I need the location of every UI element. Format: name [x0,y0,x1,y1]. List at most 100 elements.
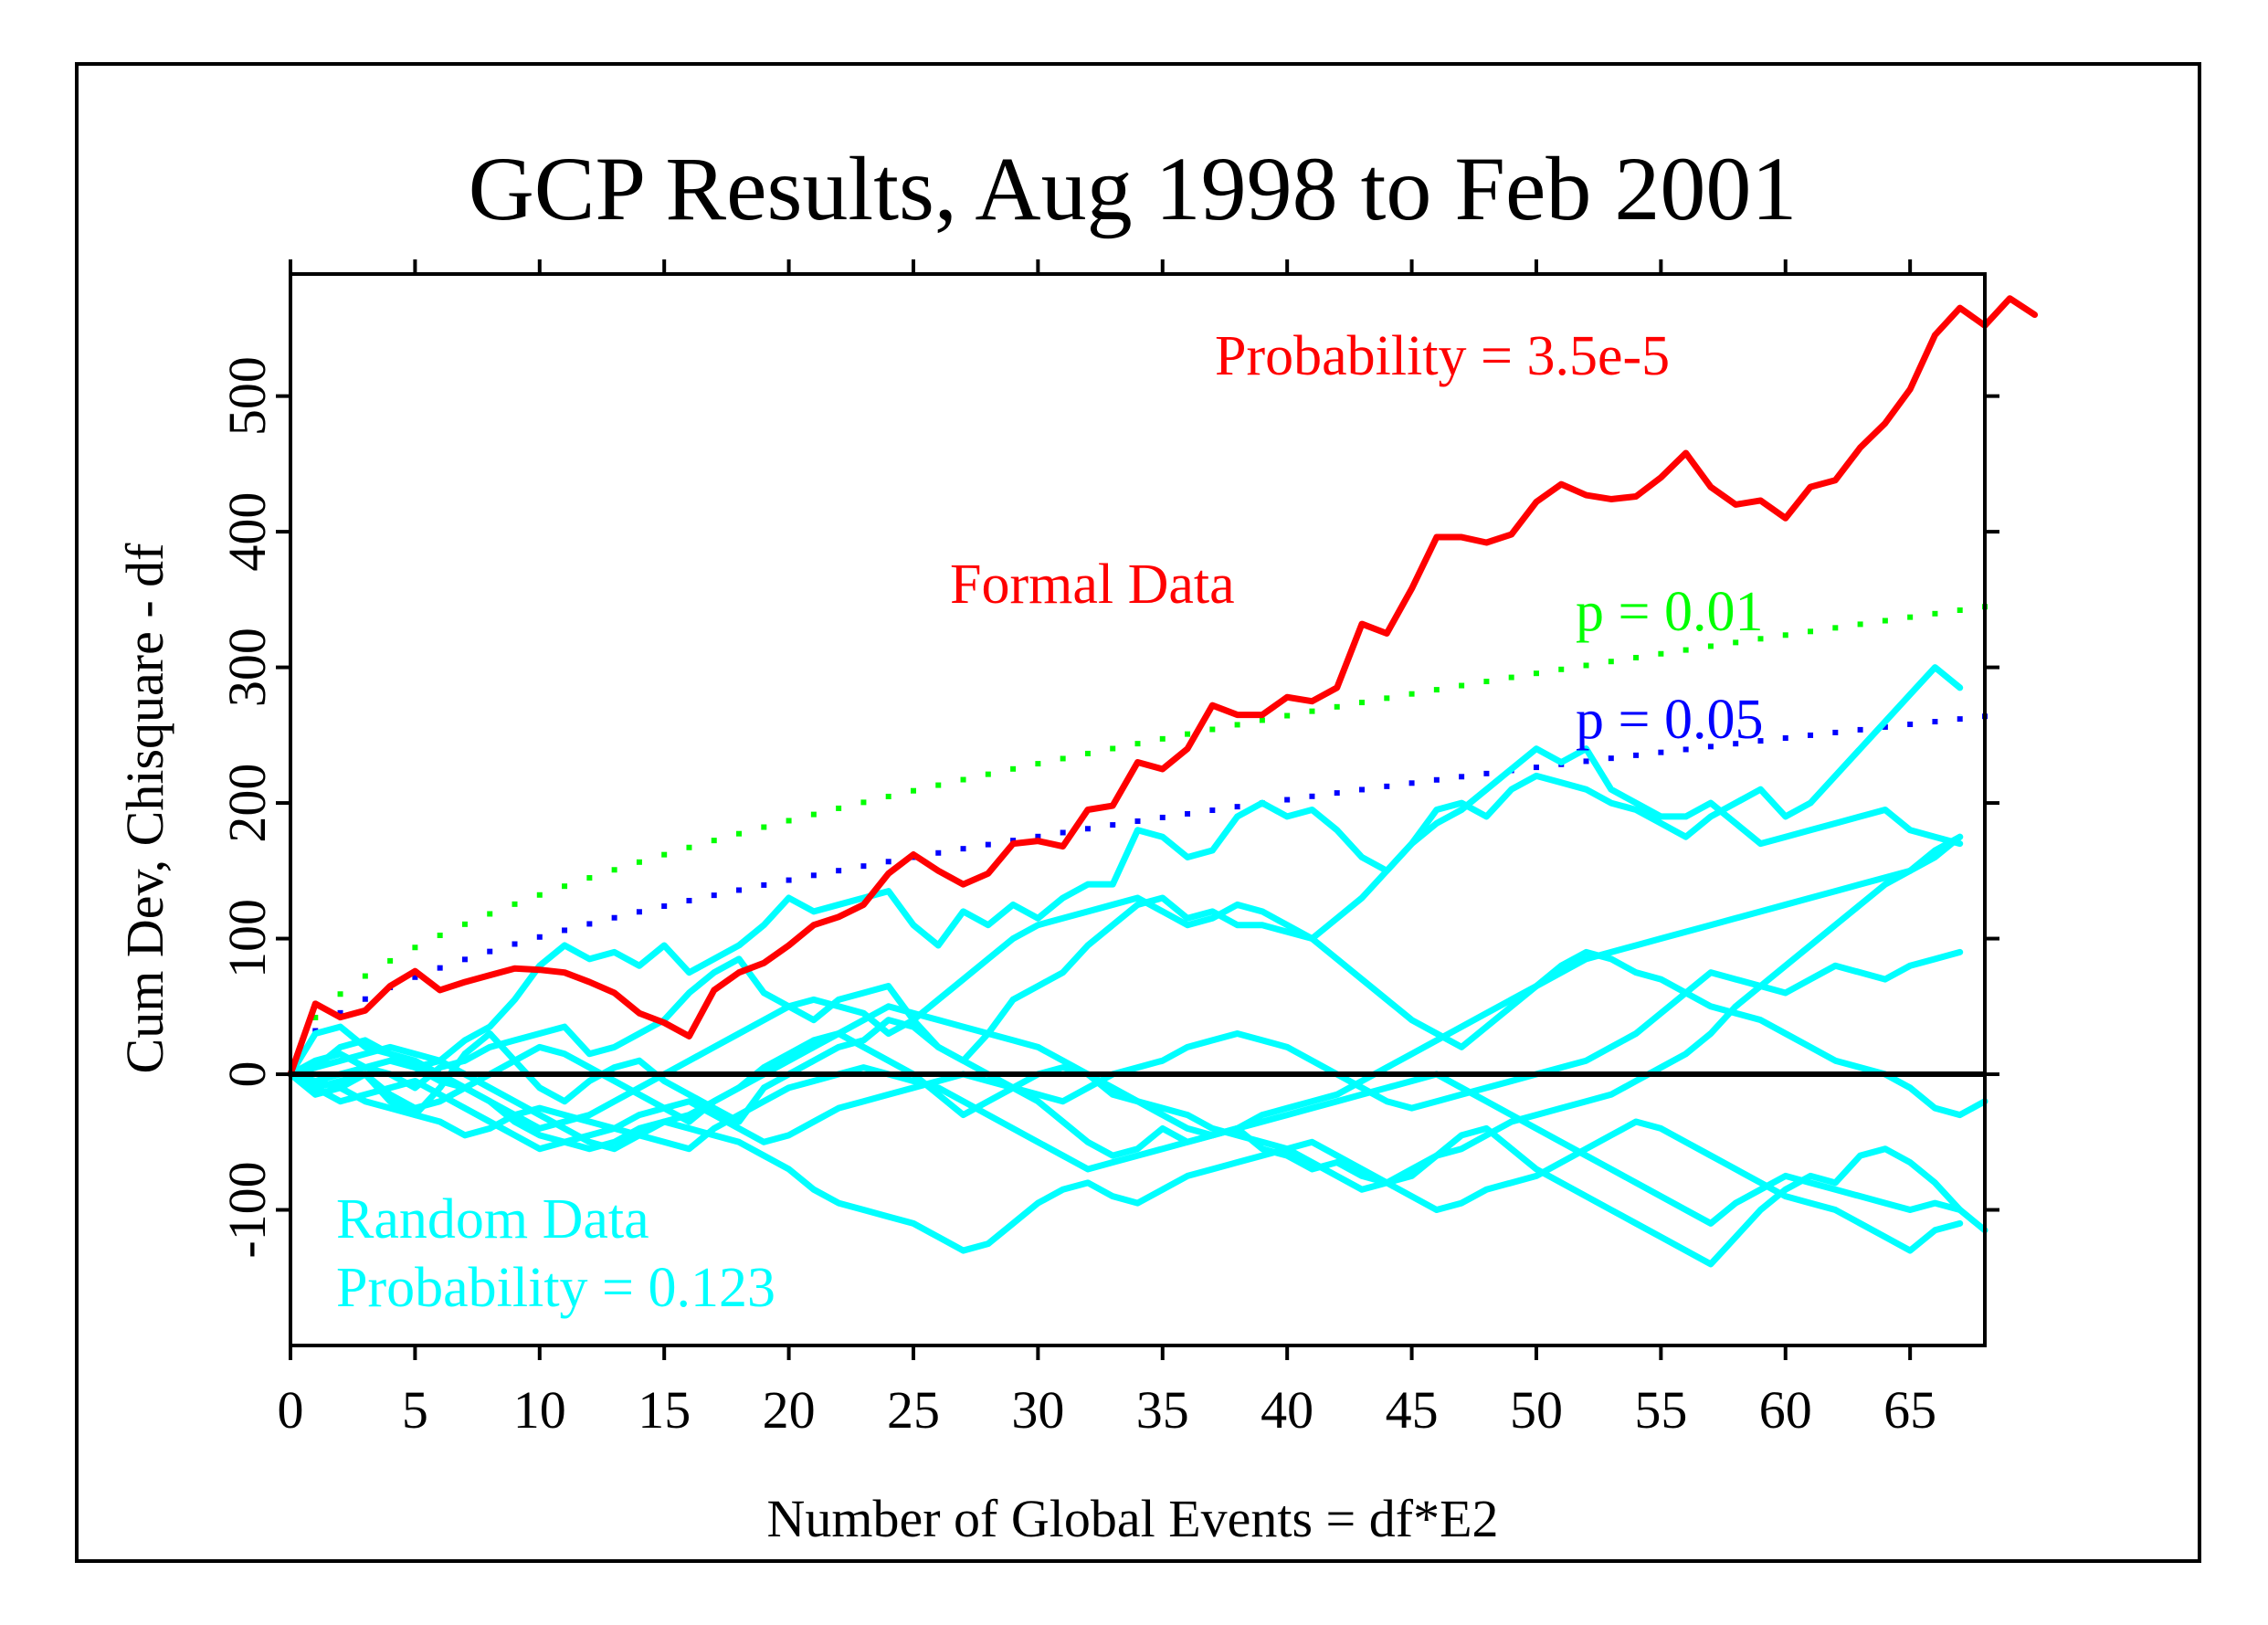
envelope-point [1483,770,1490,776]
tick-labels: 0 5 10 15 20 25 30 35 40 45 50 55 60 65 -100 0 100 200 300… [217,356,1936,1440]
envelope-point [1832,625,1839,631]
envelope-point [1808,732,1814,738]
envelope-point [1159,814,1166,820]
envelope-point [661,903,668,910]
y-tick-label: 300 [217,628,277,707]
random-probability-label: Probability = 0.123 [336,1257,775,1319]
random-data-line [287,955,1988,1268]
envelope-point [1707,643,1714,649]
envelope-point [1932,719,1938,725]
envelope-point [487,948,493,955]
envelope-point [1683,647,1689,653]
envelope-point [985,771,991,777]
series-lines [287,295,2039,1268]
x-tick-label: 5 [402,1380,428,1440]
envelope-point [412,944,418,951]
x-tick-label: 45 [1386,1380,1439,1440]
p05-label: p = 0.05 [1576,689,1763,751]
envelope-point [337,1009,343,1016]
envelope-point [786,818,792,824]
envelope-point [1185,810,1191,817]
x-tick-label: 20 [763,1380,816,1440]
envelope-point [1408,691,1415,697]
envelope-point [1209,807,1216,814]
envelope-point [1259,717,1265,723]
formal-data-label: Formal Data [950,554,1235,616]
envelope-point [1658,749,1664,755]
envelope-point [1882,617,1888,624]
envelope-point [1683,746,1689,753]
envelope-point [1782,734,1788,741]
envelope-point [1309,708,1315,714]
p01-label: p = 0.01 [1576,581,1763,643]
envelope-point [836,868,842,874]
envelope-point [1035,833,1041,839]
envelope-point [636,859,642,865]
envelope-point [985,841,991,848]
envelope-point [1084,826,1091,832]
random-data-line [287,833,1964,1153]
x-tick-label: 65 [1883,1380,1936,1440]
envelope-point [536,934,543,940]
envelope-point [1209,726,1216,733]
formal-data-line [287,295,2039,1078]
envelope-point [1757,636,1764,642]
significance-envelopes [312,604,1988,1034]
envelope-point [1483,679,1490,685]
envelope-point [1433,687,1440,693]
envelope-point [461,921,468,927]
envelope-point [1334,790,1340,797]
envelope-point [461,956,468,963]
y-tick-label: 200 [217,764,277,843]
envelope-point [810,811,817,818]
envelope-point [1533,670,1539,677]
envelope-point [1035,761,1041,767]
envelope-point [1459,774,1465,780]
random-data-line [287,745,1964,1078]
envelope-point [935,782,942,788]
envelope-point [437,933,443,939]
envelope-point [1782,632,1788,638]
envelope-point [1384,783,1390,789]
envelope-point [711,892,717,899]
y-tick-label: 100 [217,899,277,978]
envelope-p01 [312,604,1988,1020]
envelope-point [1757,738,1764,744]
y-tick-label: 400 [217,492,277,572]
envelope-point [1608,659,1614,665]
envelope-point [960,776,966,783]
x-tick-label: 60 [1759,1380,1812,1440]
envelope-point [1408,780,1415,786]
envelope-point [810,872,817,879]
envelope-point [1857,726,1863,733]
envelope-point [1857,621,1863,628]
envelope-point [1583,662,1589,669]
x-tick-label: 55 [1634,1380,1687,1440]
envelope-point [512,901,518,907]
envelope-point [1533,765,1539,771]
envelope-point [512,941,518,947]
envelope-point [1134,741,1141,747]
envelope-point [312,1014,319,1020]
envelope-point [860,799,867,806]
envelope-point [1932,610,1938,617]
envelope-point [1359,700,1366,706]
envelope-point [1334,703,1340,710]
envelope-point [1060,829,1066,836]
envelope-p05 [312,713,1988,1034]
envelope-point [362,996,368,1002]
envelope-point [1957,716,1963,723]
envelope-point [1384,695,1390,702]
y-axis-label: Cum Dev, Chisquare - df [115,543,174,1074]
envelope-point [1084,750,1091,756]
chart-title: GCP Results, Aug 1998 to Feb 2001 [469,138,1798,239]
envelope-point [960,846,966,852]
envelope-point [1733,639,1739,646]
envelope-point [1633,752,1640,758]
envelope-point [786,877,792,883]
random-data-line [287,664,1964,1125]
random-data-line [287,948,1964,1145]
x-tick-label: 15 [638,1380,691,1440]
envelope-point [1433,776,1440,783]
